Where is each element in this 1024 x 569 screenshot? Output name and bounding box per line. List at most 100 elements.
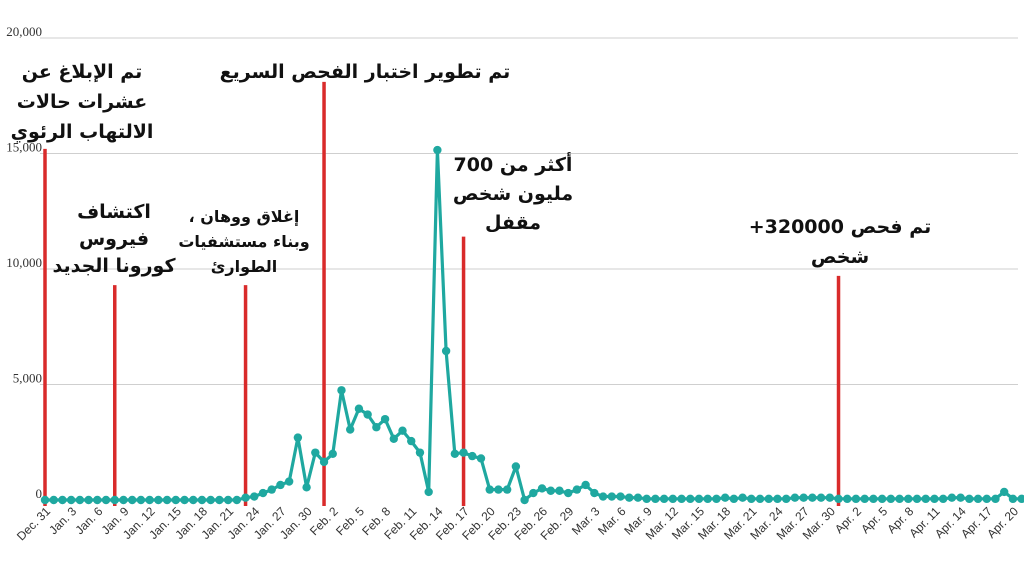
data-point bbox=[494, 485, 503, 494]
annotation-text: اكتشاف bbox=[77, 201, 151, 223]
data-point bbox=[869, 494, 878, 504]
data-point bbox=[520, 495, 529, 505]
data-point bbox=[424, 487, 433, 497]
annotation-feb-1: تم تطوير اختبار الفحص السريع bbox=[220, 61, 511, 83]
x-tick-label: Mar. 6 bbox=[595, 504, 629, 538]
data-point bbox=[616, 492, 625, 501]
data-point bbox=[232, 495, 242, 505]
data-point bbox=[651, 494, 660, 504]
data-point bbox=[145, 495, 154, 505]
data-point bbox=[633, 493, 643, 502]
data-point bbox=[956, 493, 965, 502]
data-point bbox=[258, 488, 268, 498]
data-point bbox=[363, 410, 372, 419]
x-tick-label: Mar. 3 bbox=[569, 504, 603, 538]
data-point bbox=[128, 495, 137, 505]
data-point bbox=[930, 494, 939, 504]
annotation-jan-9: اكتشاف فيروس كورونا الجديد bbox=[52, 201, 176, 277]
data-point bbox=[659, 494, 669, 504]
data-point bbox=[119, 495, 128, 505]
data-point bbox=[590, 488, 599, 498]
data-point bbox=[284, 477, 294, 486]
x-tick-label: Jan. 3 bbox=[46, 504, 79, 537]
data-point bbox=[712, 494, 721, 504]
data-point bbox=[276, 480, 285, 490]
data-point bbox=[293, 433, 303, 442]
annotation-dec-31: تم الإبلاغ عن عشرات حالات الالتهاب الرئوي bbox=[11, 61, 154, 144]
data-point bbox=[529, 488, 538, 498]
data-point bbox=[973, 494, 983, 504]
data-point bbox=[938, 494, 948, 504]
data-point bbox=[241, 493, 250, 502]
data-point bbox=[197, 495, 207, 505]
data-point bbox=[904, 494, 913, 504]
data-point bbox=[450, 449, 460, 458]
data-point bbox=[328, 449, 337, 458]
data-point bbox=[843, 494, 852, 504]
data-point bbox=[1000, 487, 1009, 497]
data-point bbox=[459, 448, 468, 457]
annotation-text: تم تطوير اختبار الفحص السريع bbox=[220, 61, 511, 83]
data-point bbox=[860, 494, 869, 504]
data-point bbox=[441, 346, 451, 356]
data-point bbox=[677, 494, 686, 504]
data-point bbox=[337, 386, 346, 395]
data-point bbox=[250, 492, 259, 501]
gridlines bbox=[40, 37, 1018, 385]
data-point bbox=[738, 493, 747, 502]
annotation-text: تم فحص 320000+ bbox=[749, 216, 932, 238]
data-point bbox=[668, 494, 678, 504]
annotation-text: مليون شخص bbox=[453, 183, 573, 205]
data-point bbox=[1017, 494, 1024, 504]
data-point bbox=[433, 145, 442, 155]
data-point bbox=[921, 494, 930, 504]
data-point bbox=[215, 495, 224, 505]
data-point bbox=[799, 493, 808, 502]
data-point bbox=[598, 492, 608, 501]
y-tick-label: 15,000 bbox=[6, 140, 42, 155]
data-point bbox=[511, 462, 521, 471]
data-point bbox=[372, 423, 381, 432]
data-point bbox=[267, 485, 276, 494]
x-tick-label: Apr. 2 bbox=[832, 504, 864, 536]
annotation-text: فيروس bbox=[79, 228, 149, 250]
data-point bbox=[407, 436, 416, 446]
data-point bbox=[206, 495, 215, 505]
data-point bbox=[398, 426, 407, 435]
data-point bbox=[729, 494, 739, 504]
data-point bbox=[66, 495, 76, 505]
data-point bbox=[965, 494, 974, 504]
data-series bbox=[40, 145, 1024, 505]
data-point bbox=[912, 494, 922, 504]
data-point bbox=[834, 494, 843, 504]
annotations: تم الإبلاغ عن عشرات حالات الالتهاب الرئوي ا… bbox=[11, 61, 932, 277]
data-point bbox=[642, 494, 651, 504]
y-tick-label: 5,000 bbox=[13, 371, 42, 386]
data-point bbox=[581, 480, 590, 490]
data-point bbox=[886, 494, 896, 504]
annotation-text: تم الإبلاغ عن bbox=[22, 61, 143, 83]
data-point bbox=[468, 451, 477, 461]
annotation-text: شخص bbox=[811, 246, 869, 268]
data-point bbox=[564, 488, 573, 498]
data-point bbox=[755, 494, 765, 504]
data-point bbox=[380, 414, 390, 424]
data-point bbox=[180, 495, 189, 505]
data-point bbox=[694, 494, 704, 504]
data-point bbox=[389, 434, 398, 443]
data-point bbox=[154, 495, 163, 505]
data-point bbox=[991, 494, 1000, 504]
data-point bbox=[895, 494, 904, 504]
x-tick-label: Feb. 5 bbox=[333, 504, 367, 538]
data-point bbox=[171, 495, 180, 505]
data-point bbox=[546, 486, 555, 495]
data-point bbox=[686, 494, 695, 504]
data-point bbox=[476, 454, 486, 463]
annotation-text: أكثر من 700 bbox=[454, 152, 573, 176]
data-point bbox=[825, 493, 834, 502]
annotation-text: عشرات حالات bbox=[17, 91, 147, 113]
data-point bbox=[808, 493, 817, 502]
annotation-jan-23: إغلاق ووهان ، وبناء مستشفيات الطوارئ bbox=[178, 207, 309, 276]
y-tick-label: 0 bbox=[36, 486, 43, 501]
data-point bbox=[75, 495, 85, 505]
